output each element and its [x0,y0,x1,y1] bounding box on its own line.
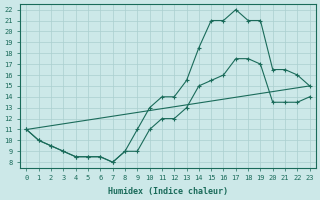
X-axis label: Humidex (Indice chaleur): Humidex (Indice chaleur) [108,187,228,196]
